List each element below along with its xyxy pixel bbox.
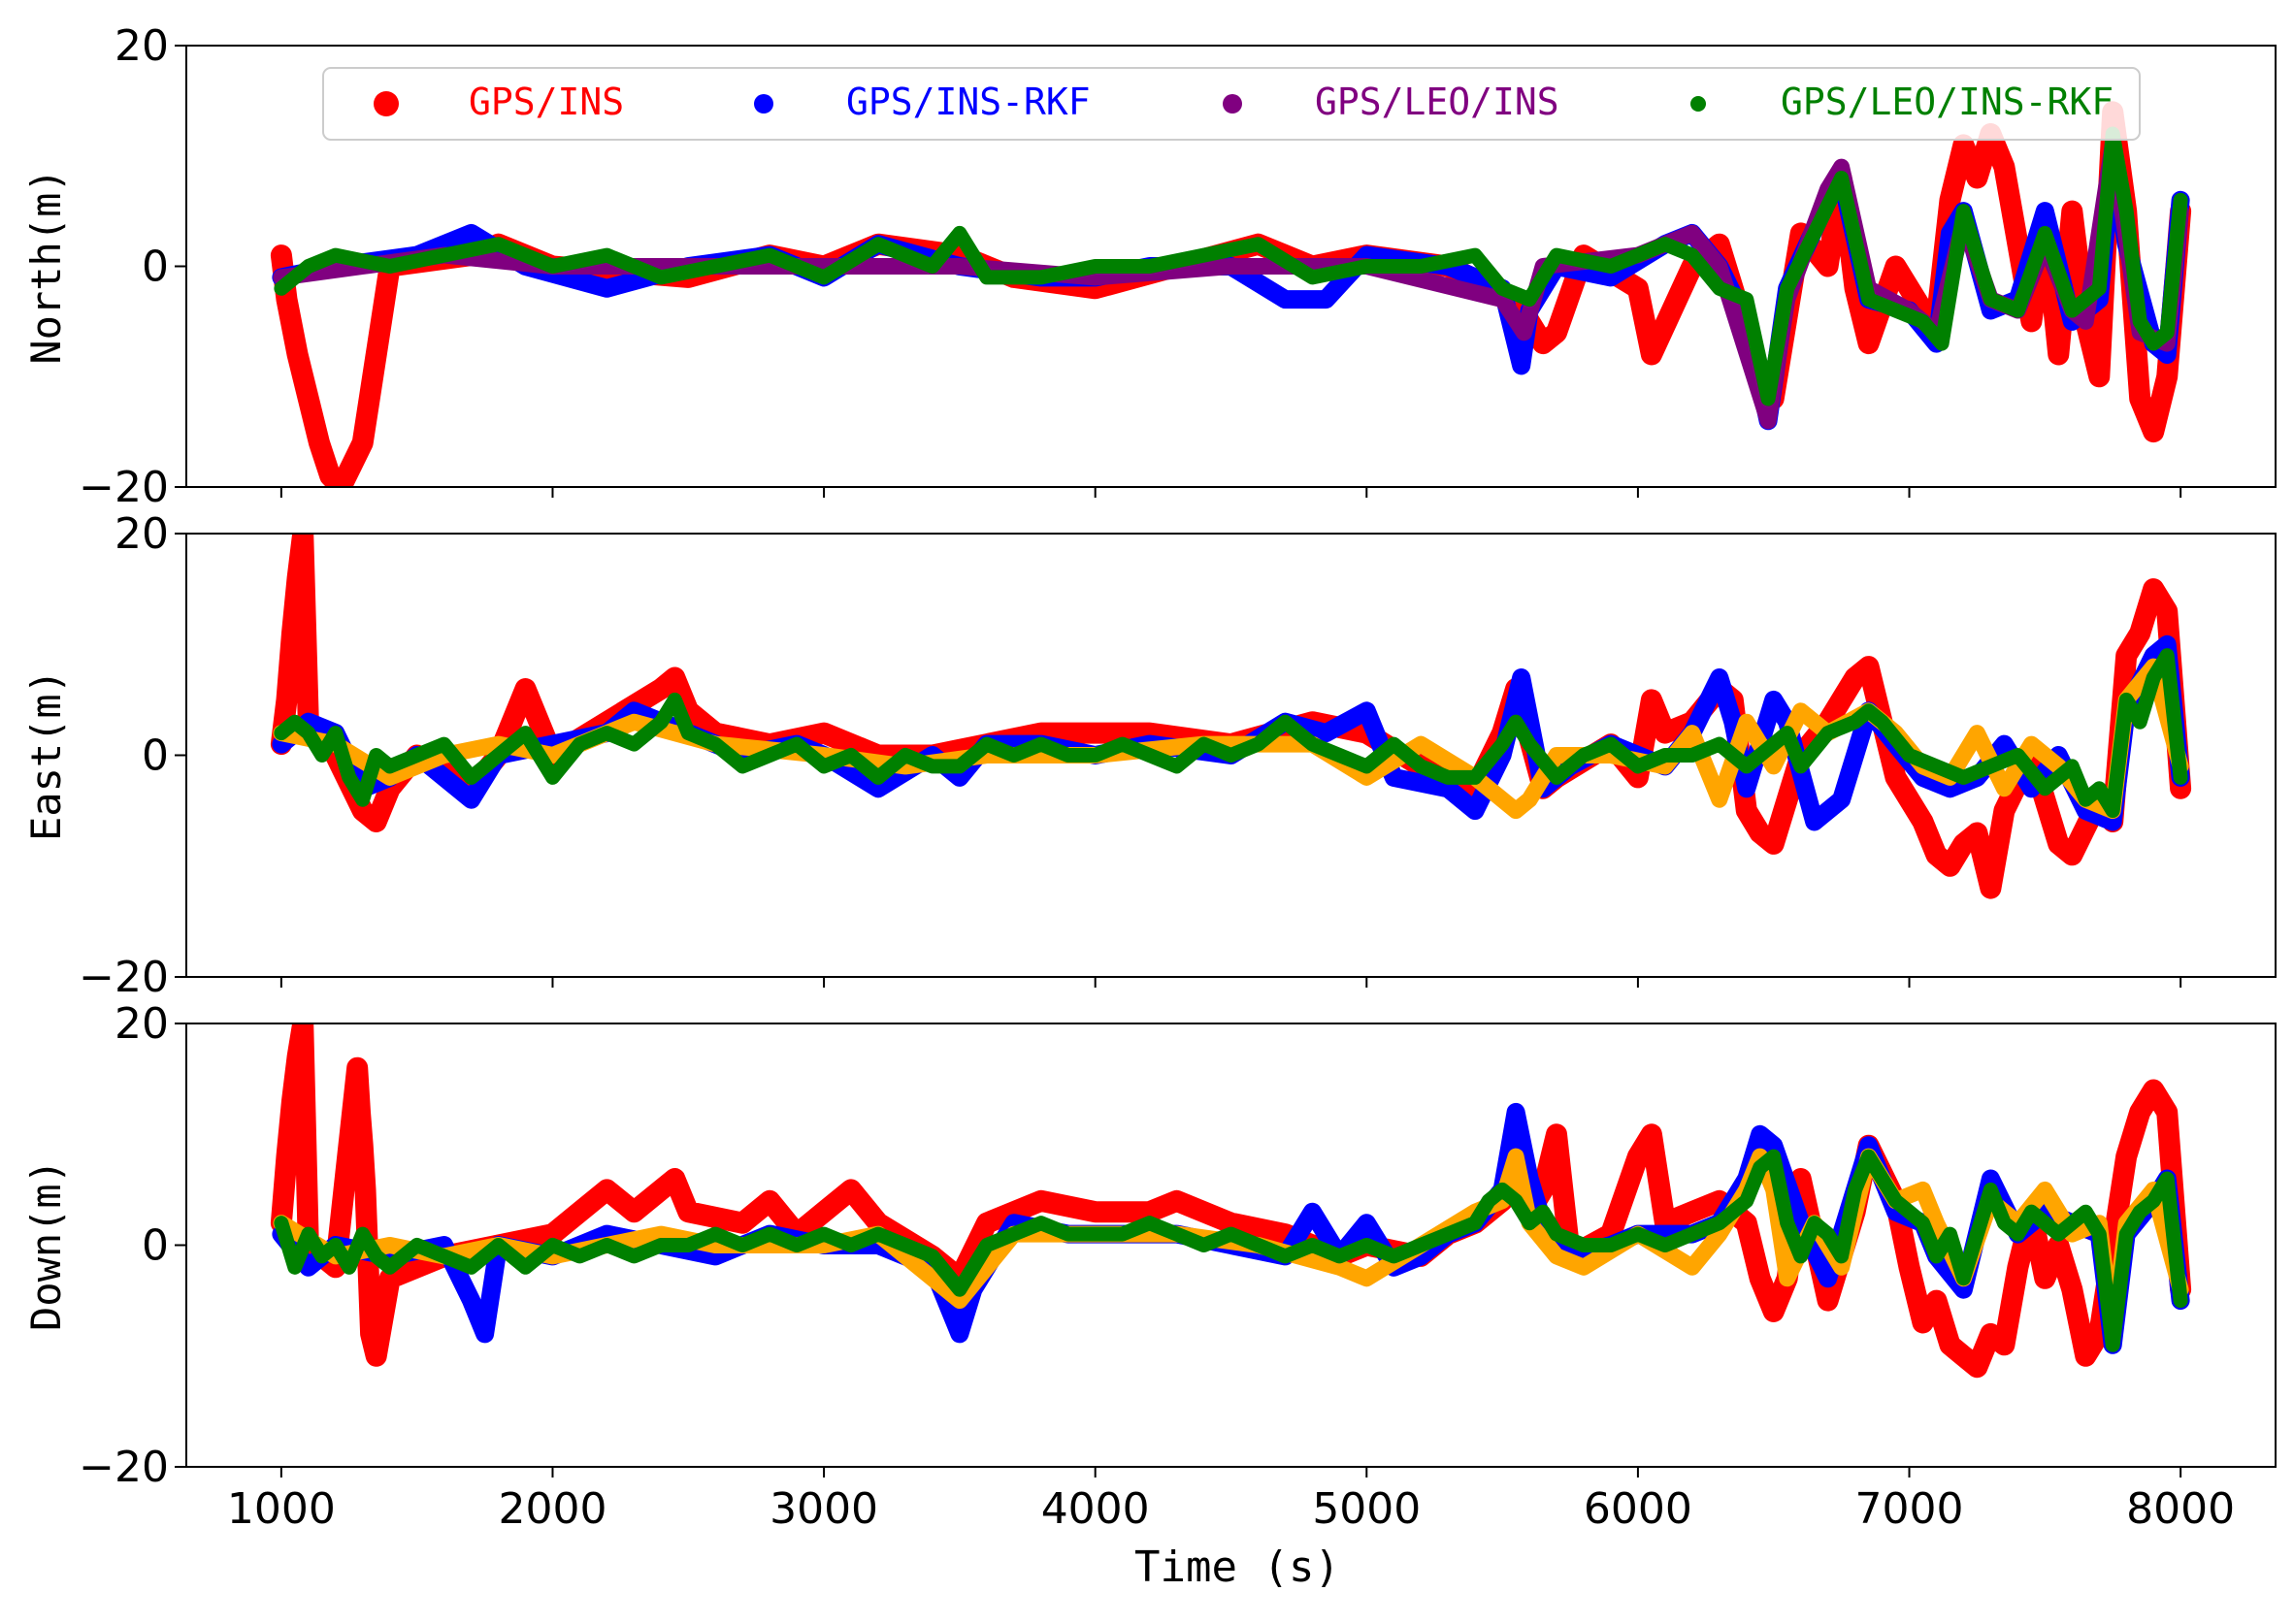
- y-tick-label-east-20: 20: [115, 509, 169, 559]
- legend-label-gps-ins: GPS/INS: [469, 81, 624, 123]
- series-line-east-gps-leo-ins-rkf: [274, 648, 2188, 819]
- series-line-down-gps-leo-ins-rkf: [274, 1149, 2188, 1352]
- y-tick-label-down-20: 20: [115, 999, 169, 1049]
- y-tick-label-east--20: −20: [79, 953, 169, 1002]
- y-tick-label-down--20: −20: [79, 1443, 169, 1492]
- x-tick-label-5000: 5000: [1312, 1484, 1421, 1534]
- series-line-north-gps-leo-ins-rkf: [274, 126, 2188, 406]
- panel-down-series: [270, 1023, 2192, 1379]
- y-axis-label-north: North(m): [22, 168, 70, 364]
- y-tick-label-east-0: 0: [142, 731, 169, 781]
- legend: GPS/INS GPS/INS-RKF GPS/LEO/INS GPS/LEO/INS…: [322, 67, 2141, 141]
- panel-east-series: [270, 534, 2192, 899]
- x-tick-label-6000: 6000: [1584, 1484, 1692, 1534]
- y-tick-label-north-0: 0: [142, 243, 169, 292]
- legend-label-gps-ins-rkf: GPS/INS-RKF: [846, 81, 1091, 123]
- legend-marker-gps-leo-ins-rkf: [1690, 96, 1706, 112]
- x-tick-label-4000: 4000: [1041, 1484, 1150, 1534]
- legend-label-gps-leo-ins: GPS/LEO/INS: [1315, 81, 1559, 123]
- panels-layer: −20 0 20 North(m) −20 0 20 East(m) −20 0 20 1000 200…: [22, 21, 2277, 1534]
- y-tick-label-north-20: 20: [115, 21, 169, 71]
- x-tick-label-3000: 3000: [770, 1484, 878, 1534]
- x-axis-label: Time (s): [1134, 1543, 1340, 1592]
- panel-north-series: [270, 101, 2192, 487]
- legend-label-gps-leo-ins-rkf: GPS/LEO/INS-RKF: [1781, 81, 2114, 123]
- panel-east: −20 0 20 East(m): [22, 509, 2277, 1002]
- y-axis-label-down: Down(m): [22, 1159, 70, 1331]
- y-tick-label-north--20: −20: [79, 463, 169, 512]
- legend-marker-gps-ins: [374, 91, 399, 116]
- x-tick-label-7000: 7000: [1855, 1484, 1964, 1534]
- x-tick-label-8000: 8000: [2126, 1484, 2235, 1534]
- legend-marker-gps-leo-ins: [1223, 94, 1242, 114]
- panel-north: −20 0 20 North(m): [22, 21, 2277, 512]
- x-tick-label-1000: 1000: [227, 1484, 336, 1534]
- y-tick-label-down-0: 0: [142, 1221, 169, 1271]
- y-axis-label-east: East(m): [22, 669, 70, 841]
- panel-down: −20 0 20 1000 2000 3000 4000 5000 6000 7000 8000 Do…: [22, 999, 2277, 1534]
- legend-marker-gps-ins-rkf: [754, 94, 773, 114]
- x-tick-label-2000: 2000: [498, 1484, 606, 1534]
